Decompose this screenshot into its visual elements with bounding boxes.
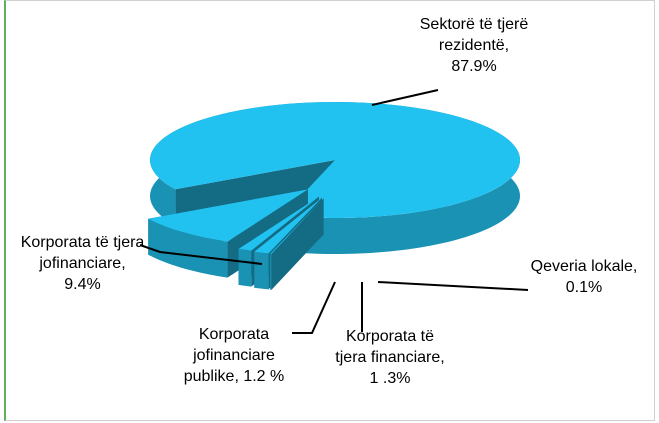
data-label: Korporata jofinanciare publike, 1.2 % bbox=[183, 326, 285, 385]
slice bbox=[238, 196, 319, 251]
leader-line bbox=[371, 89, 439, 106]
data-label: Korporata të tjera financiare, 1 .3% bbox=[335, 328, 445, 387]
data-label: Sektorë të tjerë rezidentë, 87.9% bbox=[419, 16, 529, 75]
data-label: Korporata të tjera jofinanciare, 9.4% bbox=[20, 234, 145, 293]
leader-line bbox=[377, 281, 529, 291]
slice bbox=[148, 189, 308, 242]
chart-frame bbox=[4, 0, 655, 421]
leader-line bbox=[139, 244, 263, 265]
slice bbox=[270, 198, 324, 254]
slice-side bbox=[270, 253, 272, 290]
slice-side bbox=[254, 251, 269, 290]
slice bbox=[149, 102, 520, 219]
slice-face bbox=[270, 198, 324, 290]
leader-line bbox=[292, 281, 336, 334]
slice-side bbox=[238, 248, 252, 287]
slice-side bbox=[148, 218, 228, 278]
slice bbox=[254, 197, 322, 254]
data-label: Qeveria lokale, 0.1% bbox=[530, 258, 638, 296]
